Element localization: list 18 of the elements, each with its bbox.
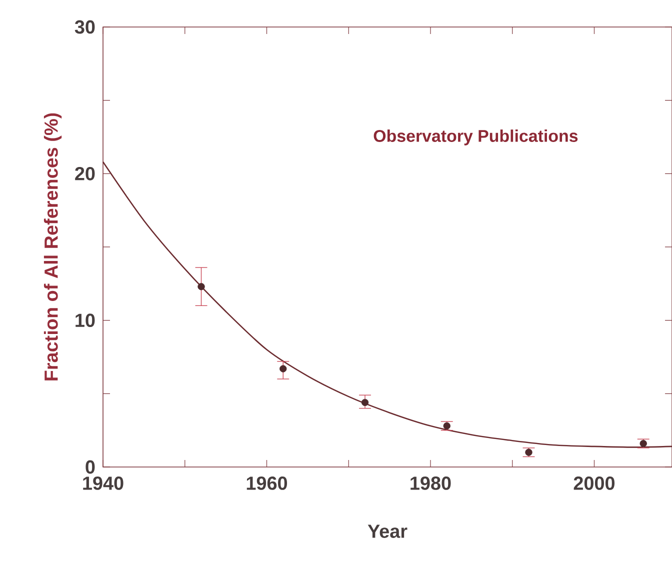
x-tick-label: 1940 [83,476,124,490]
x-tick-label: 1960 [246,476,288,490]
x-tick-label: 2000 [574,476,615,490]
point [640,440,647,448]
x-tick-label: 1980 [410,476,451,490]
point [198,283,205,290]
y-tick-label: 10 [76,314,95,328]
line-series [102,161,672,448]
point [280,365,287,372]
point [443,422,450,430]
y-axis-title: Fraction of All References (%) [44,113,62,380]
y-tick-label: 30 [74,20,95,34]
x-axis-title: Year [368,524,408,538]
point [525,448,532,456]
point [361,398,369,406]
y-tick-label: 20 [75,166,95,180]
y-tick-label: 0 [86,460,95,474]
annotation: Observatory Publications [374,130,578,146]
